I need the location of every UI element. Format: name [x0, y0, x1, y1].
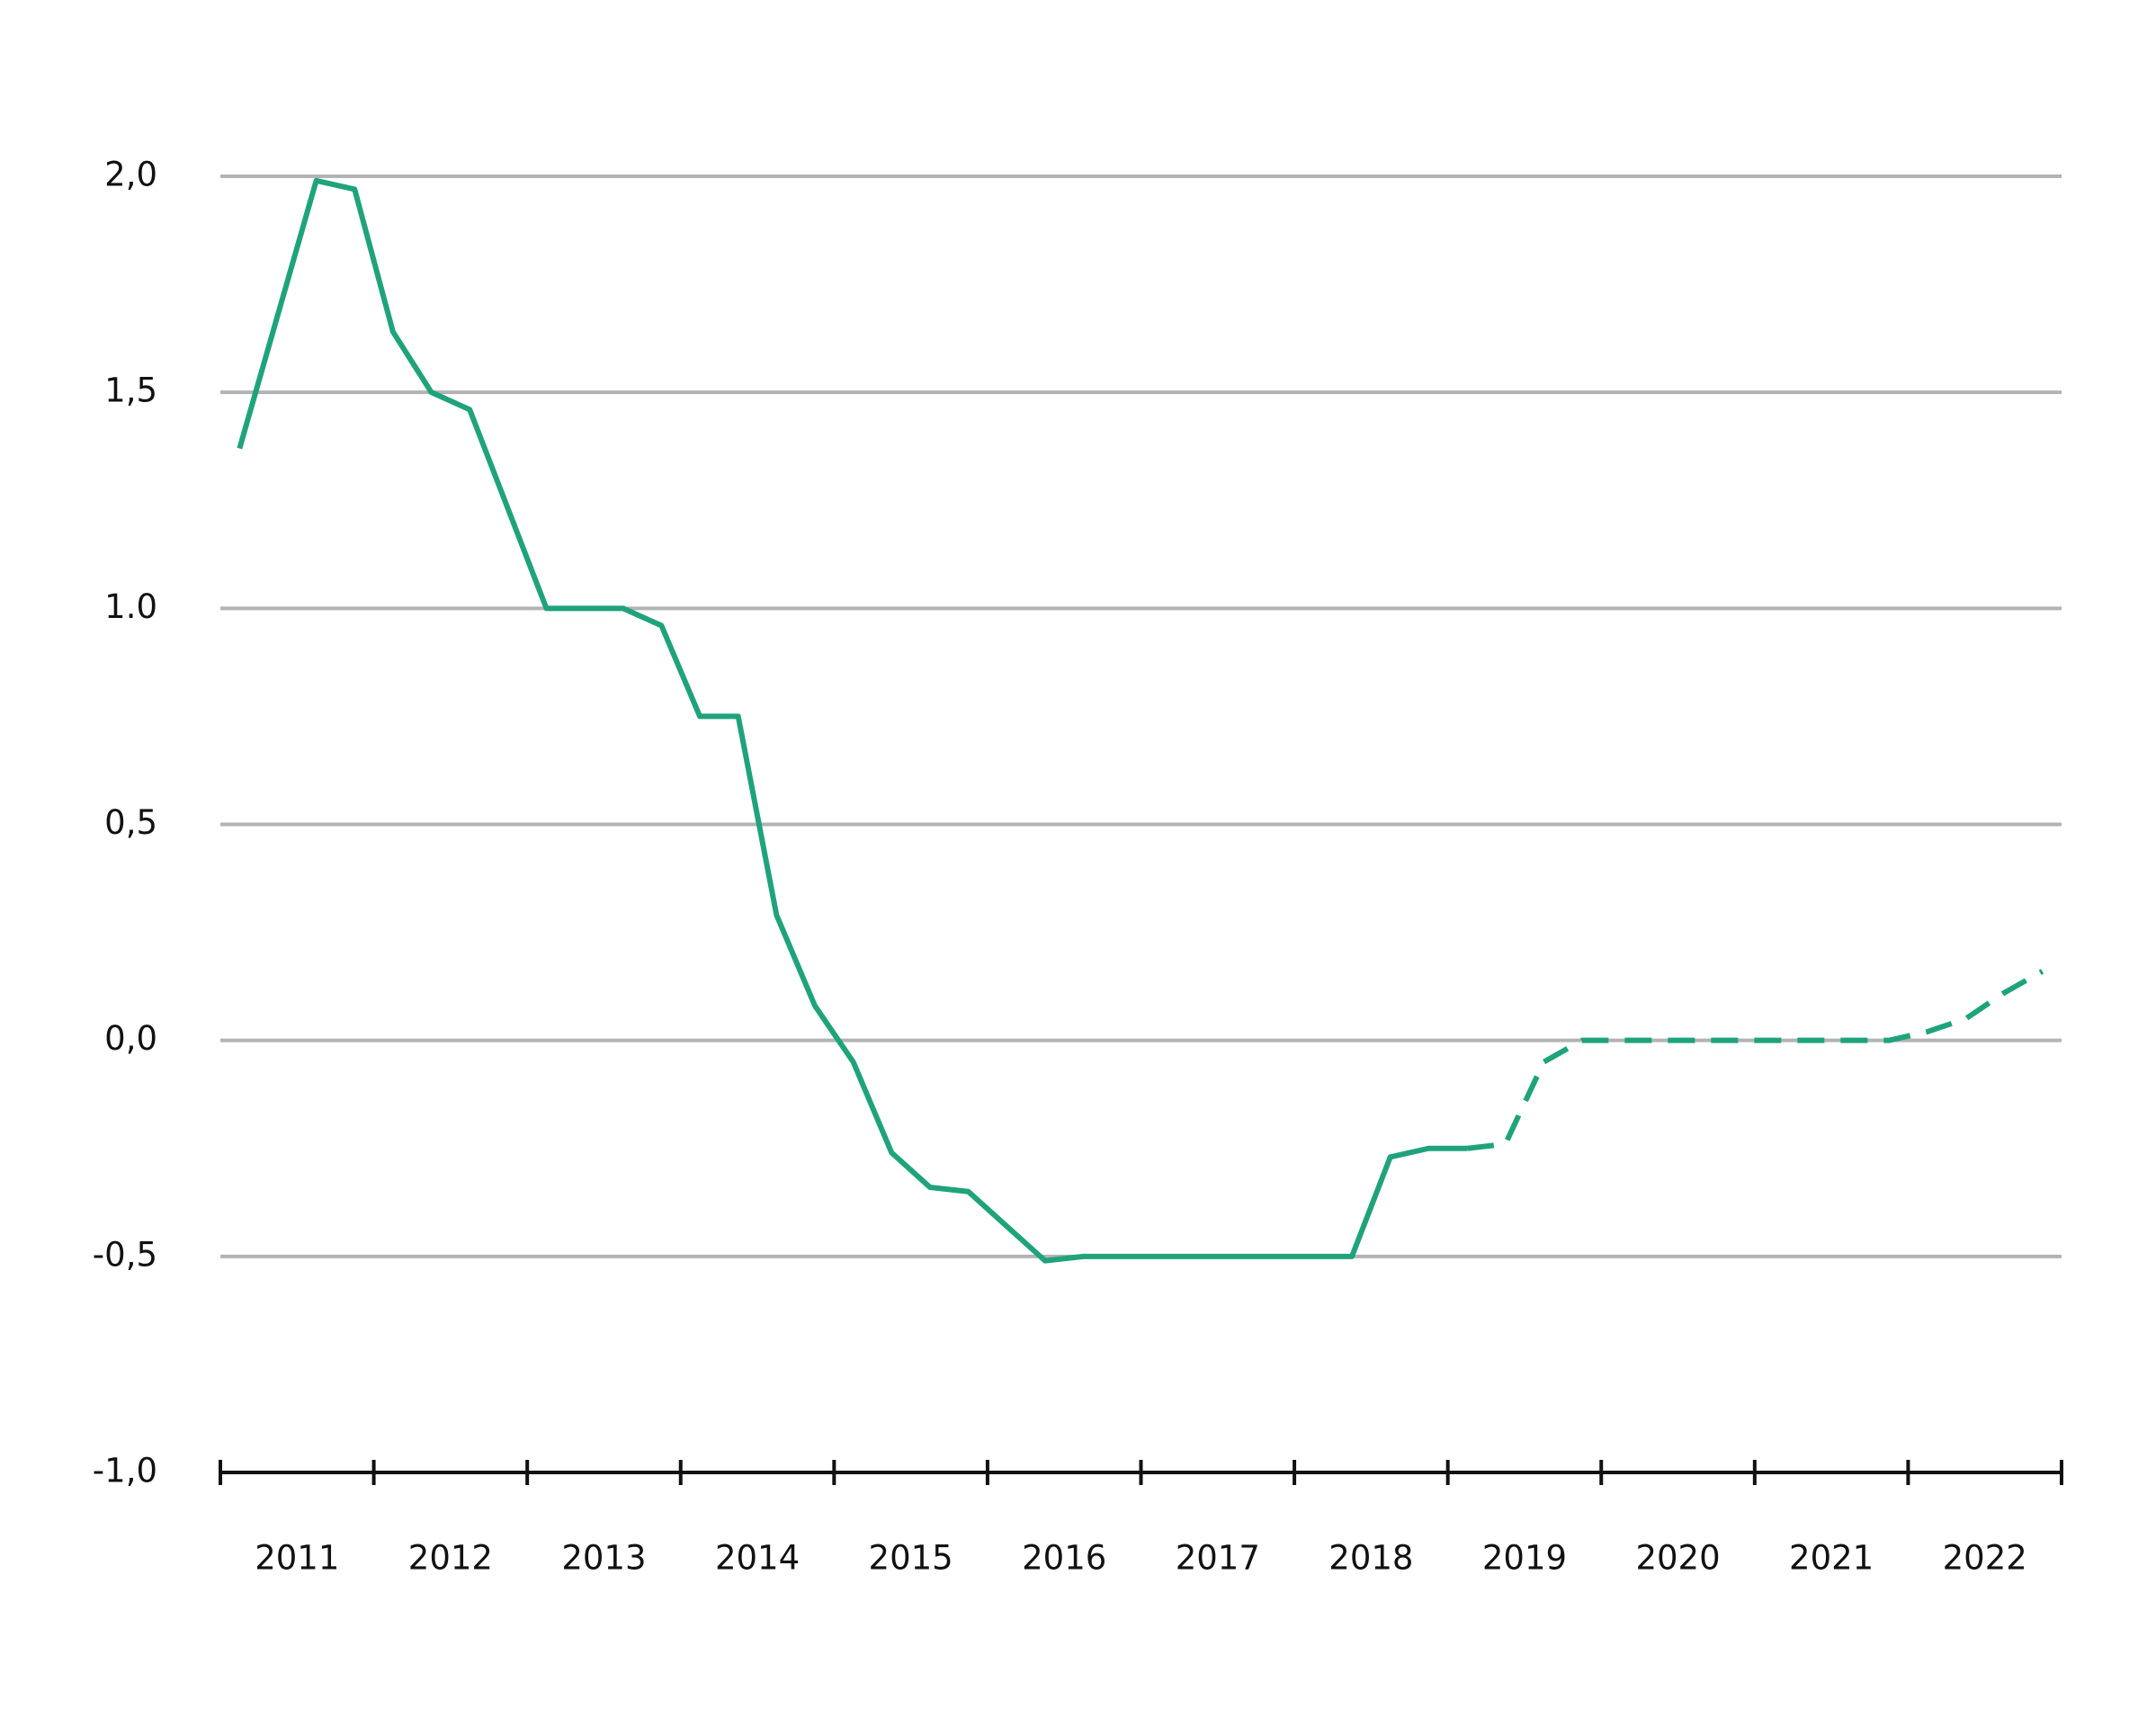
x-tick-label: 2016	[1022, 1539, 1106, 1578]
x-tick-label: 2021	[1789, 1539, 1874, 1578]
data-line	[1466, 969, 2044, 1151]
x-tick-label: 2015	[869, 1539, 953, 1578]
x-tick-label: 2017	[1176, 1539, 1260, 1578]
y-tick-label: -1,0	[93, 1452, 157, 1490]
y-tick-label: 1,5	[104, 371, 157, 410]
y-tick-label: 1.0	[104, 587, 157, 626]
x-tick-label: 2018	[1328, 1539, 1413, 1578]
data-line	[237, 177, 1467, 1264]
y-tick-label: 2,0	[104, 156, 157, 194]
x-tick-label: 2013	[561, 1539, 646, 1578]
x-tick-label: 2022	[1943, 1539, 2027, 1578]
x-tick-label: 2012	[408, 1539, 493, 1578]
y-tick-label: 0,5	[104, 803, 157, 842]
y-tick-label: 0,0	[104, 1019, 157, 1058]
y-tick-label: -0,5	[93, 1235, 157, 1274]
x-tick-label: 2019	[1482, 1539, 1567, 1578]
x-tick-label: 2014	[715, 1539, 800, 1578]
x-tick-label: 2011	[255, 1539, 339, 1578]
x-tick-label: 2020	[1635, 1539, 1720, 1578]
